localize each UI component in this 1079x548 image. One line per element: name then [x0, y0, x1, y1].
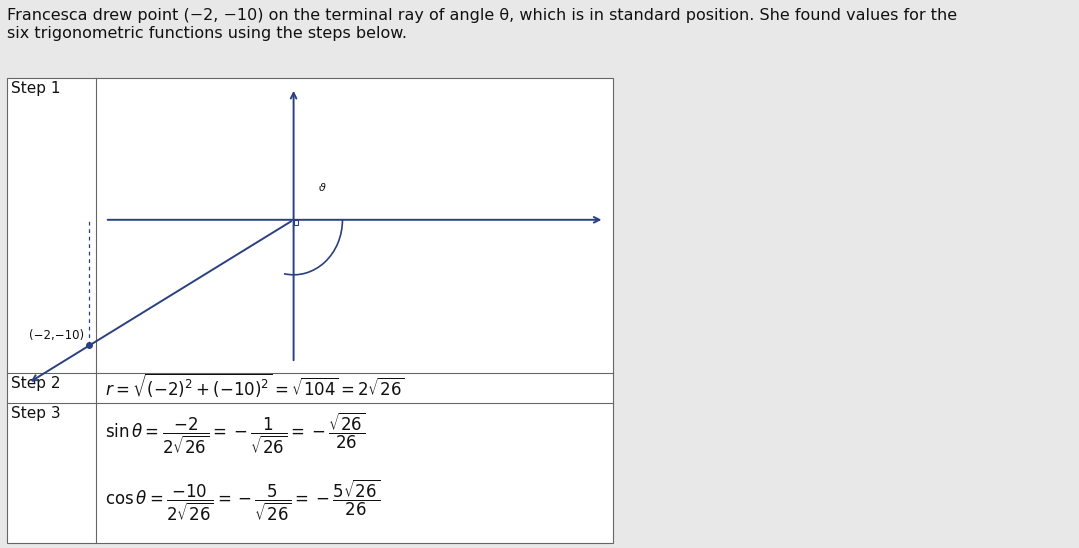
Text: Step 1: Step 1: [11, 81, 60, 96]
Text: Step 2: Step 2: [11, 376, 60, 391]
Text: (−2,−10): (−2,−10): [29, 329, 84, 342]
Text: $\vartheta$: $\vartheta$: [318, 181, 327, 193]
Text: Francesca drew point (−2, −10) on the terminal ray of angle θ, which is in stand: Francesca drew point (−2, −10) on the te…: [8, 8, 957, 23]
Text: six trigonometric functions using the steps below.: six trigonometric functions using the st…: [8, 26, 407, 41]
Bar: [8, 78, 613, 543]
Text: $r= \sqrt{(-2)^2+(-10)^2} = \sqrt{104} = 2\sqrt{26}$: $r= \sqrt{(-2)^2+(-10)^2} = \sqrt{104} =…: [105, 372, 405, 400]
Bar: [293, 220, 298, 225]
Text: $\sin\theta= \dfrac{-2}{2\sqrt{26}} = -\dfrac{1}{\sqrt{26}} = -\dfrac{\sqrt{26}}: $\sin\theta= \dfrac{-2}{2\sqrt{26}} = -\…: [105, 411, 365, 456]
Text: $\cos\theta= \dfrac{-10}{2\sqrt{26}} = -\dfrac{5}{\sqrt{26}} = -\dfrac{5\sqrt{26: $\cos\theta= \dfrac{-10}{2\sqrt{26}} = -…: [105, 478, 380, 523]
Text: Step 3: Step 3: [11, 406, 60, 421]
